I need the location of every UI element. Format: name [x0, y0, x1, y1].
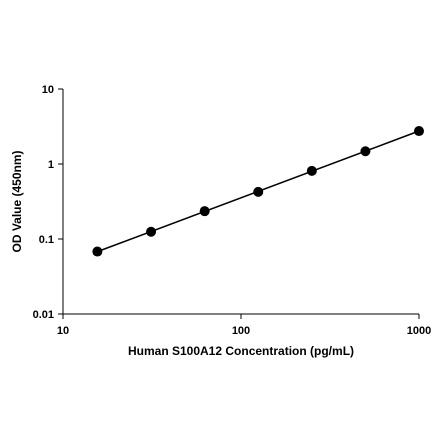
x-ticks: 10 100 1000: [57, 314, 431, 337]
x-tick-label: 1000: [407, 325, 431, 337]
y-tick-label: 1: [48, 159, 54, 171]
data-point: [146, 226, 157, 237]
y-tick-label: 0.1: [39, 234, 54, 246]
series-layer: [92, 126, 424, 257]
data-point: [253, 186, 264, 197]
data-point: [92, 246, 103, 257]
x-tick-label: 100: [232, 325, 250, 337]
data-point: [306, 165, 317, 176]
y-axis-title: OD Value (450nm): [10, 150, 24, 252]
y-tick-label: 10: [42, 84, 54, 96]
y-ticks: 0.01 0.1 1 10: [33, 84, 63, 321]
data-point: [414, 126, 424, 137]
data-point: [360, 146, 371, 157]
x-axis-title: Human S100A12 Concentration (pg/mL): [128, 344, 354, 358]
x-tick-label: 10: [57, 325, 69, 337]
data-point: [199, 206, 210, 217]
y-tick-label: 0.01: [33, 309, 54, 321]
axes: [62, 89, 419, 315]
